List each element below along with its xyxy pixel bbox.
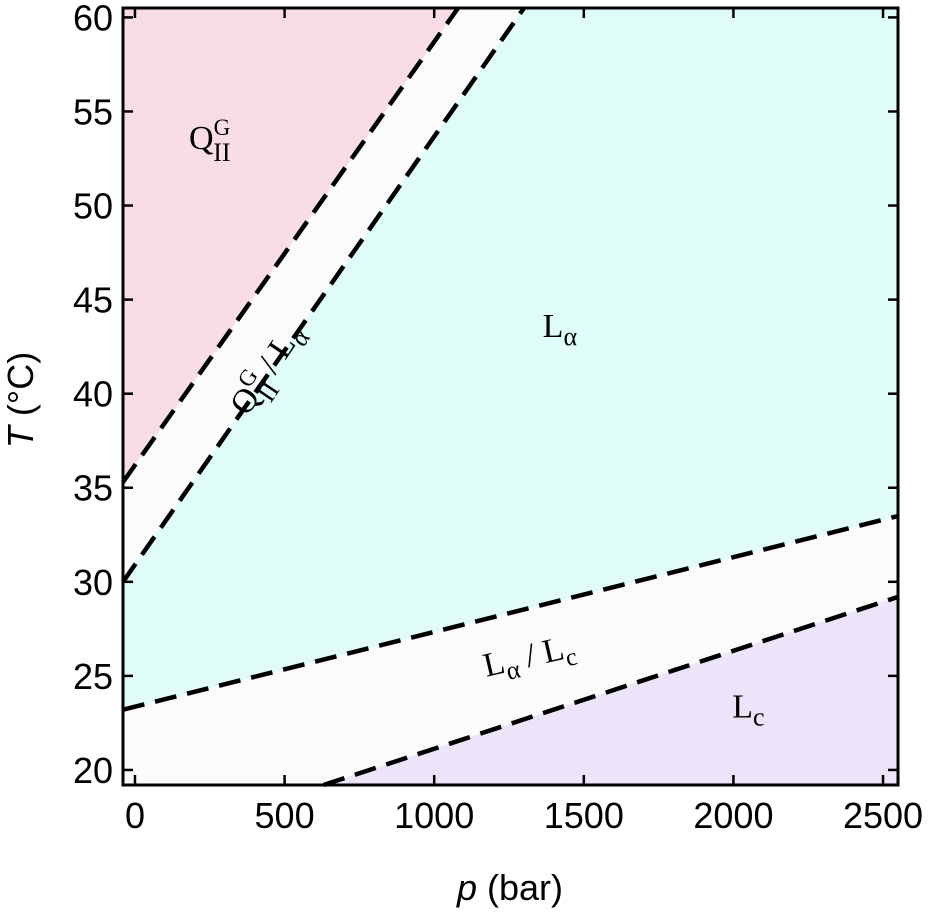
label-superscript: G [214, 115, 231, 140]
phase-boundary-line-3 [122, 513, 899, 712]
plot-frame [121, 6, 900, 787]
x-axis-title: p (bar) [456, 867, 563, 908]
label-base: Q [189, 120, 214, 157]
x-tick-label: 2000 [693, 795, 773, 836]
x-axis-unit: (bar) [477, 867, 563, 908]
x-axis-variable: p [456, 867, 477, 908]
region-label-lc: Lc [732, 688, 764, 731]
region-label-la: Lα [543, 308, 578, 351]
label-base: L [543, 308, 564, 345]
y-tick-label: 30 [73, 562, 113, 603]
y-axis-unit: (°C) [0, 352, 41, 426]
label-subscript: II [213, 138, 230, 167]
phase-boundary-line-4 [322, 594, 899, 788]
label-subscript: α [563, 322, 577, 351]
x-tick-label: 1000 [394, 795, 474, 836]
y-tick-label: 20 [73, 750, 113, 791]
y-tick-label: 50 [73, 186, 113, 227]
x-tick-label: 500 [255, 795, 315, 836]
y-tick-label: 25 [73, 656, 113, 697]
y-tick-label: 55 [73, 91, 113, 132]
plot-area: 0 500 1000 1500 2000 2500 20 25 30 35 40 45 50 55 60 QG… [73, 0, 923, 836]
label-subscript: c [753, 702, 765, 731]
phase-boundary-line-1 [121, 6, 460, 484]
phase-boundary-line-2 [121, 6, 526, 584]
y-axis-variable: T [0, 423, 41, 448]
region-la-fill [123, 8, 898, 710]
y-axis-title: T (°C) [0, 352, 41, 448]
x-tick-label: 1500 [544, 795, 624, 836]
y-tick-label: 45 [73, 280, 113, 321]
x-tick-label: 2500 [843, 795, 923, 836]
region-label-qiig: QG II [189, 115, 231, 167]
y-tick-label: 35 [73, 468, 113, 509]
y-tick-label: 40 [73, 374, 113, 415]
label-base: L [732, 688, 753, 725]
y-tick-label: 60 [73, 0, 113, 38]
x-tick-label: 0 [125, 795, 145, 836]
